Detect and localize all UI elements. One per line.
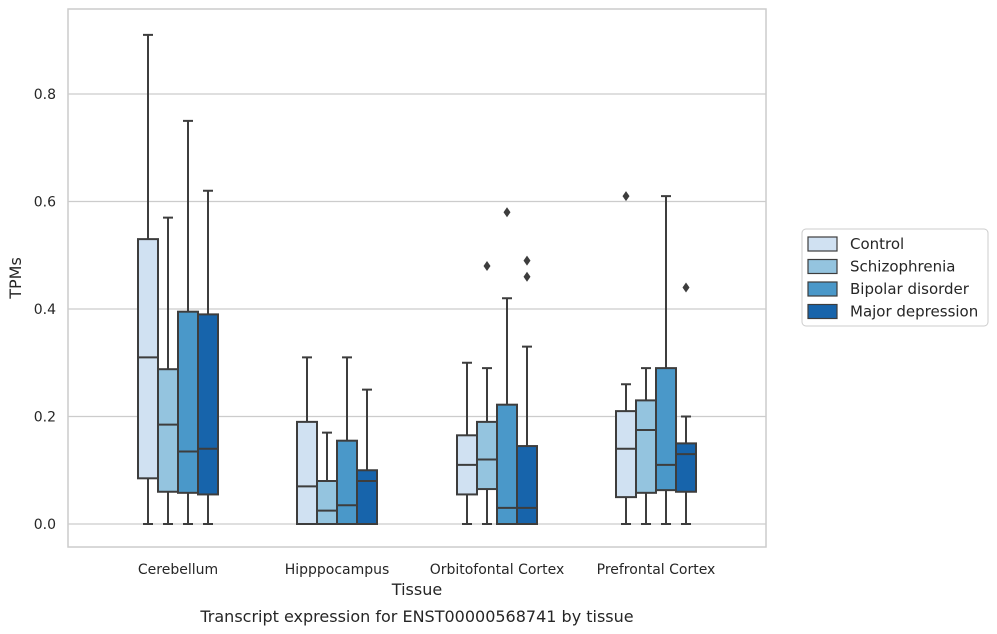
box-body xyxy=(516,445,538,525)
box-schizophrenia xyxy=(635,367,657,525)
box-body xyxy=(137,238,159,480)
x-tick-label: Hipppocampus xyxy=(285,562,390,578)
legend-label: Bipolar disorder xyxy=(850,280,970,298)
outlier-point xyxy=(682,282,690,293)
box-major-depression xyxy=(516,255,538,525)
legend-swatch xyxy=(807,258,838,275)
outlier-point xyxy=(503,207,511,218)
box-schizophrenia xyxy=(316,431,338,525)
plot-frame xyxy=(67,8,767,548)
x-tick-label: Orbitofontal Cortex xyxy=(430,562,565,578)
box-body xyxy=(197,313,219,496)
box-body xyxy=(177,310,199,494)
box-control xyxy=(615,191,637,525)
box-control xyxy=(296,356,318,525)
y-axis-label: TPMs xyxy=(6,257,25,300)
y-tick-labels: 0.0 0.2 0.4 0.6 0.8 xyxy=(34,87,56,533)
y-tick-label: 0.4 xyxy=(34,302,56,318)
legend-swatch xyxy=(807,281,838,297)
box-body xyxy=(336,439,358,525)
box-body xyxy=(356,469,378,525)
x-tick-labels: Cerebellum Hipppocampus Orbitofontal Corte… xyxy=(138,562,715,578)
box-bipolar-disorder xyxy=(336,356,358,525)
outlier-point xyxy=(523,271,531,282)
box-control xyxy=(456,361,478,525)
box-bipolar-disorder xyxy=(496,207,518,525)
box-schizophrenia xyxy=(157,216,179,525)
outlier-point xyxy=(622,191,630,202)
legend-frame xyxy=(801,228,989,327)
y-tick-label: 0.2 xyxy=(34,410,56,426)
legend-label: Major depression xyxy=(850,303,978,321)
figure-caption: Transcript expression for ENST0000056874… xyxy=(199,607,633,626)
box-body xyxy=(496,403,518,525)
legend-label: Control xyxy=(850,235,904,253)
box-control xyxy=(137,33,159,525)
y-tick-label: 0.8 xyxy=(34,87,56,103)
legend: Control Schizophrenia Bipolar disorder Majo… xyxy=(801,228,989,327)
x-tick-label: Cerebellum xyxy=(138,562,218,578)
legend-label: Schizophrenia xyxy=(850,258,955,276)
legend-swatch xyxy=(807,303,838,320)
boxes xyxy=(137,33,697,525)
box-body xyxy=(316,480,338,525)
outlier-point xyxy=(523,255,531,266)
box-body xyxy=(296,420,318,525)
box-body xyxy=(635,399,657,494)
box-major-depression xyxy=(675,282,697,525)
outlier-point xyxy=(483,261,491,271)
box-bipolar-disorder xyxy=(177,119,199,525)
box-major-depression xyxy=(356,388,378,525)
box-body xyxy=(476,420,498,491)
y-tick-label: 0.6 xyxy=(34,195,56,211)
legend-swatch xyxy=(807,236,838,252)
x-tick-label: Prefrontal Cortex xyxy=(597,562,716,578)
box-body xyxy=(655,367,677,492)
x-axis-label: Tissue xyxy=(391,580,442,599)
box-body xyxy=(615,410,637,499)
box-major-depression xyxy=(197,189,219,525)
box-body xyxy=(157,368,179,493)
box-bipolar-disorder xyxy=(655,195,677,525)
y-tick-label: 0.0 xyxy=(34,517,56,533)
box-schizophrenia xyxy=(476,261,498,525)
box-body xyxy=(675,442,697,493)
